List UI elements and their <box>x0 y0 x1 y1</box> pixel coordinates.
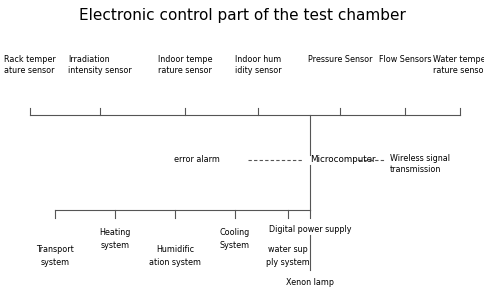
Text: Water tempe
rature sensor: Water tempe rature sensor <box>432 55 484 75</box>
Text: Xenon lamp: Xenon lamp <box>286 278 333 287</box>
Text: Microcomputer: Microcomputer <box>309 155 375 164</box>
Text: Transport: Transport <box>36 245 74 254</box>
Text: Heating: Heating <box>99 228 130 237</box>
Text: Indoor hum
idity sensor: Indoor hum idity sensor <box>234 55 281 75</box>
Text: ation system: ation system <box>149 258 200 267</box>
Text: Irradiation
intensity sensor: Irradiation intensity sensor <box>68 55 132 75</box>
Text: Rack temper
ature sensor: Rack temper ature sensor <box>4 55 56 75</box>
Text: Humidific: Humidific <box>156 245 194 254</box>
Text: ply system: ply system <box>266 258 309 267</box>
Text: System: System <box>219 241 250 250</box>
Text: system: system <box>40 258 69 267</box>
Text: Flow Sensors: Flow Sensors <box>378 55 430 64</box>
Text: Cooling: Cooling <box>219 228 250 237</box>
Text: water sup: water sup <box>268 245 307 254</box>
Text: error alarm: error alarm <box>174 155 220 164</box>
Text: Indoor tempe
rature sensor: Indoor tempe rature sensor <box>157 55 212 75</box>
Text: Pressure Sensor: Pressure Sensor <box>307 55 372 64</box>
Text: system: system <box>100 241 129 250</box>
Text: Electronic control part of the test chamber: Electronic control part of the test cham… <box>79 8 405 23</box>
Text: Digital power supply: Digital power supply <box>268 225 350 234</box>
Text: Wireless signal
transmission: Wireless signal transmission <box>389 154 449 174</box>
